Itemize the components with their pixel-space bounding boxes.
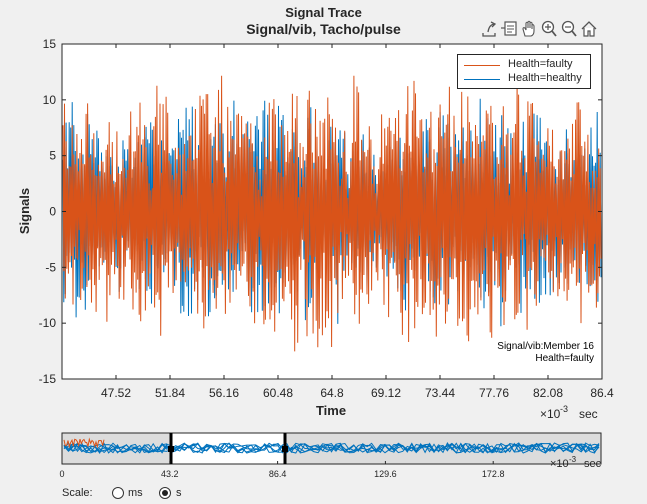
x-tick-label: 77.76 <box>479 386 509 400</box>
export-icon[interactable] <box>480 19 498 39</box>
series-line-faulty <box>62 75 602 352</box>
member-info-line2: Health=faulty <box>535 353 594 364</box>
panner-x-tick-label: 129.6 <box>374 469 397 479</box>
panner-x-tick-label: 43.2 <box>161 469 179 479</box>
y-tick-label: 10 <box>43 93 57 107</box>
panner-plot-area <box>63 437 600 454</box>
panner-right-grip[interactable] <box>282 446 288 452</box>
y-axis: 15 10 5 0 -5 -10 -15 <box>39 37 602 386</box>
x-axis-exponent: ×10 -3 sec <box>540 404 598 421</box>
datatip-icon[interactable] <box>500 19 518 39</box>
y-tick-label: -5 <box>45 260 56 274</box>
figure-supertitle: Signal Trace <box>285 5 362 20</box>
x-tick-label: 73.44 <box>425 386 455 400</box>
legend-line-healthy <box>464 79 500 80</box>
x-exponent-power: -3 <box>560 404 568 414</box>
x-axis-label: Time <box>316 403 346 418</box>
x-tick-label: 86.4 <box>590 386 614 400</box>
member-info-line1: Signal/vib:Member 16 <box>497 341 594 352</box>
panner-left-grip[interactable] <box>168 446 174 452</box>
y-tick-label: 5 <box>49 149 56 163</box>
zoom-out-icon[interactable] <box>560 19 578 39</box>
legend-line-faulty <box>464 65 500 66</box>
axes-title: Signal/vib, Tacho/pulse <box>246 21 401 37</box>
scale-ms-radio[interactable] <box>112 487 124 499</box>
scale-s-radio[interactable] <box>159 487 171 499</box>
scale-s-label[interactable]: s <box>176 487 182 499</box>
x-exponent-base: ×10 <box>540 407 561 421</box>
signal-plot-area <box>62 75 602 352</box>
panner-unit: sec <box>584 458 602 470</box>
x-tick-label: 69.12 <box>371 386 401 400</box>
y-axis-label: Signals <box>17 188 32 234</box>
legend[interactable]: Health=faulty Health=healthy <box>457 54 591 89</box>
x-tick-label: 51.84 <box>155 386 185 400</box>
panner-trace <box>63 442 600 454</box>
pan-hand-icon[interactable] <box>520 19 538 39</box>
y-tick-label: -10 <box>39 316 57 330</box>
panner-x-tick-label: 172.8 <box>482 469 505 479</box>
scale-s-radio-dot <box>162 490 168 496</box>
y-tick-label: -15 <box>39 372 57 386</box>
x-tick-label: 60.48 <box>263 386 293 400</box>
panner-x-tick-label: 86.4 <box>269 469 287 479</box>
x-tick-label: 82.08 <box>533 386 563 400</box>
x-unit: sec <box>579 407 598 421</box>
axes-toolbar <box>478 19 602 41</box>
x-tick-label: 47.52 <box>101 386 131 400</box>
legend-entry-faulty[interactable]: Health=faulty <box>464 58 588 73</box>
panner-exponent: ×10 -3 sec <box>550 455 602 470</box>
y-tick-label: 15 <box>43 37 57 51</box>
x-tick-label: 64.8 <box>320 386 344 400</box>
panner-exponent-base: ×10 <box>550 458 569 470</box>
x-tick-label: 56.16 <box>209 386 239 400</box>
legend-label-faulty: Health=faulty <box>508 58 573 70</box>
panner-exponent-power: -3 <box>569 455 577 464</box>
x-axis: 47.52 51.84 56.16 60.48 64.8 69.12 73.44 77.76 8… <box>101 44 614 400</box>
legend-label-healthy: Health=healthy <box>508 72 582 84</box>
scale-ms-label[interactable]: ms <box>128 487 143 499</box>
zoom-in-icon[interactable] <box>540 19 558 39</box>
panner-x-axis: 0 43.2 86.4 129.6 172.8 <box>59 461 504 479</box>
member-info-annotation: Signal/vib:Member 16 Health=faulty <box>497 341 594 365</box>
panner-trace <box>63 442 600 454</box>
panner-x-tick-label: 0 <box>59 469 64 479</box>
scale-label: Scale: <box>62 487 93 499</box>
legend-entry-healthy[interactable]: Health=healthy <box>464 72 588 87</box>
y-tick-label: 0 <box>49 205 56 219</box>
panner-trace-faulty <box>63 437 105 449</box>
panner-trace <box>63 442 600 454</box>
panner-box <box>61 432 602 465</box>
home-icon[interactable] <box>580 19 598 39</box>
